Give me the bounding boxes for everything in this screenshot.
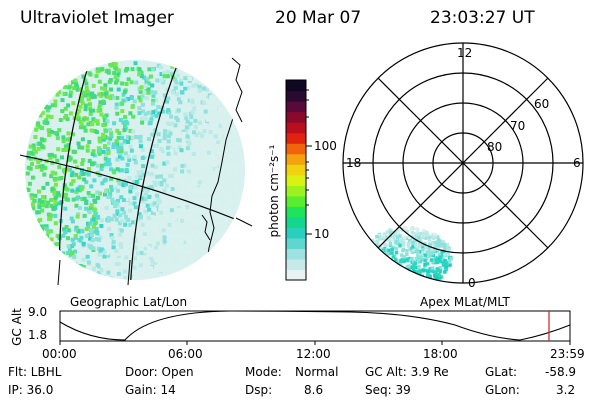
- colorbar-band: [286, 132, 306, 144]
- meridian-line: [129, 60, 184, 280]
- image-time: 23:03:27 UT: [430, 8, 535, 28]
- colorbar-band: [286, 174, 306, 186]
- colorbar-band: [286, 195, 306, 207]
- colorbar-frame: [285, 79, 307, 281]
- colorbar-tick-label: 100: [314, 139, 337, 153]
- image-date: 20 Mar 07: [275, 8, 362, 28]
- mlt-label-12: 12: [457, 46, 473, 60]
- parallel-line: [100, 46, 250, 58]
- altitude-xtick: 23:59: [550, 347, 585, 361]
- info-door: Door: Open: [125, 365, 194, 379]
- info-ip: IP: 36.0: [8, 383, 54, 397]
- info-filter: Flt: LBHL: [8, 365, 62, 379]
- colorbar-band: [286, 111, 306, 123]
- altitude-curve: [59, 310, 571, 341]
- altitude-ylabel: GC Alt: [10, 308, 24, 346]
- info-mode-label: Mode:: [245, 365, 282, 379]
- mlt-label-18: 18: [346, 156, 362, 170]
- altitude-plot: [59, 310, 571, 345]
- geographic-disc: [25, 46, 250, 280]
- colorbar-band: [286, 216, 306, 228]
- colorbar-band: [286, 237, 306, 250]
- colorbar-band: [286, 153, 306, 165]
- geographic-emission-speckle: [25, 60, 245, 280]
- colorbar-band: [286, 269, 306, 281]
- info-glat-value: -58.9: [545, 365, 577, 379]
- mlat-label-60: 60: [534, 97, 550, 111]
- colorbar-band: [286, 227, 306, 239]
- coastline-outer: [231, 57, 243, 123]
- colorbar-band: [286, 164, 306, 176]
- colorbar-band: [286, 206, 306, 218]
- info-gc-alt: GC Alt: 3.9 Re: [365, 365, 449, 379]
- colorbar-band: [286, 143, 306, 155]
- altitude-xtick: 06:00: [168, 347, 203, 361]
- altitude-xtick: 12:00: [296, 347, 331, 361]
- info-gain: Gain: 14: [125, 383, 176, 397]
- info-seq: Seq: 39: [365, 383, 411, 397]
- altitude-xtick: 00:00: [42, 347, 77, 361]
- colorbar-band: [286, 258, 306, 271]
- colorbar-unit-label: photon cm⁻²s⁻¹: [267, 144, 281, 238]
- altitude-ytick: 9.0: [28, 305, 48, 319]
- coastline: [201, 214, 211, 241]
- info-dsp-label: Dsp:: [245, 383, 273, 397]
- polar-panel-label: Apex MLat/MLT: [420, 295, 510, 309]
- info-glon-value: 3.2: [556, 383, 576, 397]
- mlt-label-6: 6: [573, 156, 581, 170]
- colorbar-band: [286, 248, 306, 260]
- colorbar-band: [286, 80, 306, 92]
- colorbar: [286, 80, 306, 281]
- polar-emission-speckle: [363, 226, 453, 283]
- colorbar-band: [286, 101, 306, 113]
- colorbar-band: [286, 122, 306, 134]
- altitude-ytick: 1.8: [28, 328, 48, 342]
- colorbar-tick-label: 10: [314, 227, 330, 241]
- geo-panel-label: Geographic Lat/Lon: [70, 295, 188, 309]
- parallel-line: [25, 154, 245, 226]
- mlt-label-0: 0: [468, 276, 476, 290]
- info-glon-label: GLon:: [485, 383, 520, 397]
- info-dsp-value: 8.6: [304, 383, 324, 397]
- polar-emission: [363, 226, 453, 283]
- polar-axis-diagonal: [377, 77, 549, 249]
- info-mode-value: Normal: [295, 365, 339, 379]
- image-title: Ultraviolet Imager: [20, 8, 174, 28]
- mlat-label-80: 80: [487, 140, 503, 154]
- colorbar-band: [286, 185, 306, 197]
- mlat-label-70: 70: [510, 119, 526, 133]
- info-glat-label: GLat:: [485, 365, 518, 379]
- altitude-xtick: 18:00: [423, 347, 458, 361]
- polar-plot: [342, 42, 584, 284]
- colorbar-band: [286, 90, 306, 102]
